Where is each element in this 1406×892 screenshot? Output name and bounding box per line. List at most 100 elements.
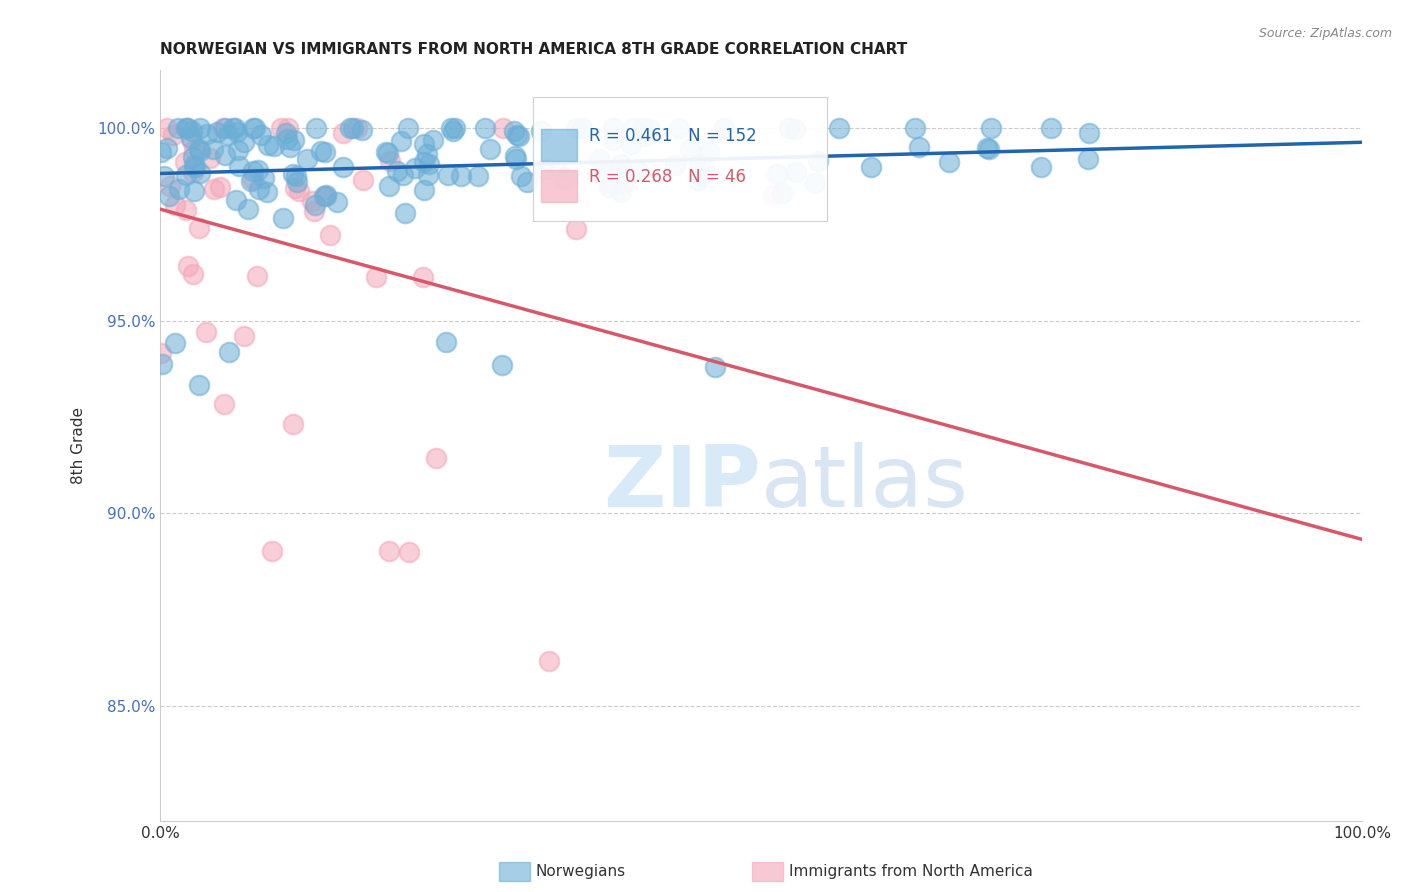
Immigrants from North America xyxy=(537,654,560,668)
Norwegians xyxy=(257,138,280,153)
Norwegians xyxy=(183,158,205,172)
Norwegians xyxy=(332,160,354,174)
Norwegians xyxy=(602,133,624,147)
Norwegians xyxy=(256,186,278,200)
Norwegians xyxy=(679,142,702,156)
Immigrants from North America xyxy=(565,221,588,235)
Immigrants from North America xyxy=(318,227,340,242)
Immigrants from North America xyxy=(281,417,304,432)
Immigrants from North America xyxy=(202,182,225,196)
Norwegians xyxy=(412,155,434,169)
Immigrants from North America xyxy=(270,121,292,136)
Norwegians xyxy=(770,186,793,200)
Norwegians xyxy=(152,357,174,371)
Immigrants from North America xyxy=(364,270,387,285)
Norwegians xyxy=(785,122,807,136)
Norwegians xyxy=(315,188,337,202)
Norwegians xyxy=(236,202,259,216)
Norwegians xyxy=(188,166,211,180)
Norwegians xyxy=(807,153,830,168)
Immigrants from North America xyxy=(346,121,368,136)
Norwegians xyxy=(506,128,529,142)
Norwegians xyxy=(977,143,1000,157)
Text: Immigrants from North America: Immigrants from North America xyxy=(789,864,1032,879)
Norwegians xyxy=(188,121,211,136)
Text: R = 0.268   N = 46: R = 0.268 N = 46 xyxy=(589,168,747,186)
Immigrants from North America xyxy=(163,198,186,212)
Text: R = 0.461   N = 152: R = 0.461 N = 152 xyxy=(589,127,756,145)
Norwegians xyxy=(387,163,409,178)
Norwegians xyxy=(627,163,650,178)
Norwegians xyxy=(276,132,298,146)
Norwegians xyxy=(766,167,789,181)
Norwegians xyxy=(668,121,690,136)
Norwegians xyxy=(621,121,644,136)
Norwegians xyxy=(467,169,489,183)
Norwegians xyxy=(247,182,270,196)
Norwegians xyxy=(533,161,555,176)
Norwegians xyxy=(156,140,179,154)
Immigrants from North America xyxy=(332,126,354,140)
Norwegians xyxy=(181,150,204,164)
Norwegians xyxy=(904,121,927,136)
Norwegians xyxy=(167,182,190,196)
Text: ZIP: ZIP xyxy=(603,442,761,525)
Norwegians xyxy=(253,171,276,186)
Norwegians xyxy=(713,121,735,136)
Immigrants from North America xyxy=(302,203,325,218)
Norwegians xyxy=(509,169,531,183)
Norwegians xyxy=(599,178,621,192)
Norwegians xyxy=(180,124,202,138)
Text: Norwegians: Norwegians xyxy=(536,864,626,879)
Norwegians xyxy=(184,160,207,174)
Norwegians xyxy=(413,137,436,152)
Norwegians xyxy=(828,121,851,136)
Norwegians xyxy=(516,175,538,189)
Immigrants from North America xyxy=(301,194,323,208)
Norwegians xyxy=(440,121,463,136)
Immigrants from North America xyxy=(183,144,205,158)
Norwegians xyxy=(304,198,326,212)
Immigrants from North America xyxy=(176,121,198,136)
Norwegians xyxy=(404,161,426,175)
Norwegians xyxy=(1078,126,1101,140)
Norwegians xyxy=(339,121,361,136)
Immigrants from North America xyxy=(425,450,447,465)
Norwegians xyxy=(565,121,588,136)
Norwegians xyxy=(240,174,263,188)
Norwegians xyxy=(374,145,396,160)
Norwegians xyxy=(242,164,264,178)
Immigrants from North America xyxy=(242,172,264,186)
Immigrants from North America xyxy=(150,345,173,359)
Norwegians xyxy=(441,124,464,138)
Norwegians xyxy=(218,344,240,359)
Norwegians xyxy=(704,359,727,374)
Norwegians xyxy=(980,121,1002,136)
Norwegians xyxy=(610,185,633,199)
Norwegians xyxy=(201,142,224,156)
Norwegians xyxy=(588,152,610,166)
Norwegians xyxy=(938,155,960,169)
Norwegians xyxy=(664,158,686,172)
Norwegians xyxy=(284,169,307,183)
Immigrants from North America xyxy=(378,543,401,558)
Text: atlas: atlas xyxy=(761,442,969,525)
Norwegians xyxy=(610,156,633,170)
Norwegians xyxy=(613,176,636,190)
Norwegians xyxy=(309,144,332,158)
Norwegians xyxy=(226,143,249,157)
Norwegians xyxy=(508,129,530,144)
Norwegians xyxy=(314,189,336,203)
Norwegians xyxy=(778,121,800,136)
Norwegians xyxy=(250,128,273,142)
Norwegians xyxy=(183,184,205,198)
Immigrants from North America xyxy=(212,121,235,136)
Immigrants from North America xyxy=(246,268,269,283)
Text: NORWEGIAN VS IMMIGRANTS FROM NORTH AMERICA 8TH GRADE CORRELATION CHART: NORWEGIAN VS IMMIGRANTS FROM NORTH AMERI… xyxy=(160,42,907,57)
Norwegians xyxy=(394,206,416,220)
Norwegians xyxy=(153,169,176,183)
Norwegians xyxy=(908,140,931,154)
Norwegians xyxy=(571,121,593,136)
Immigrants from North America xyxy=(398,545,420,559)
Norwegians xyxy=(697,145,720,160)
